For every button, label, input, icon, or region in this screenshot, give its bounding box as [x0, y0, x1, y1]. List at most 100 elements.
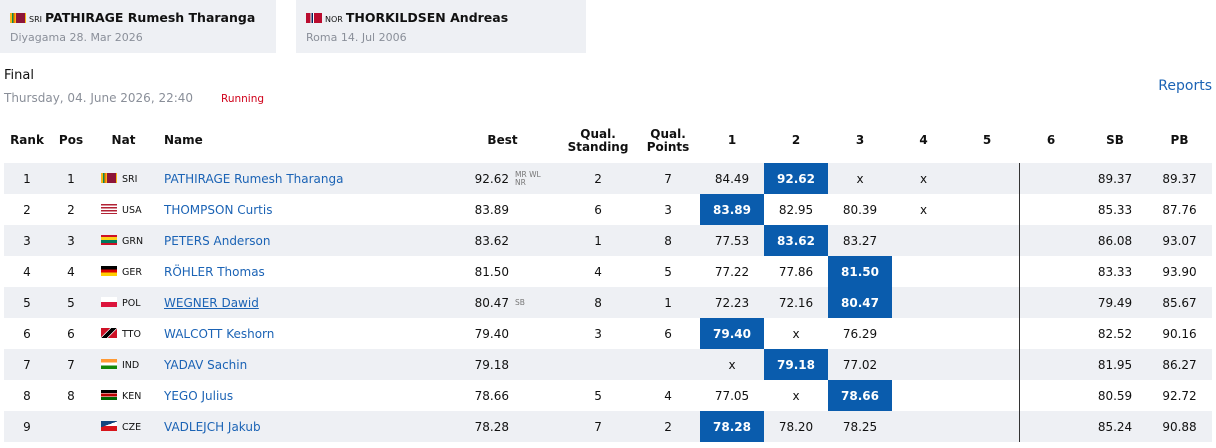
- best: 83.89: [474, 202, 509, 217]
- position: 4: [67, 264, 75, 279]
- athlete-name: THOMPSON Curtis: [155, 194, 445, 225]
- column-header: Rank: [10, 133, 44, 147]
- attempt: 83.62: [764, 225, 829, 256]
- column-header: Best: [487, 133, 518, 147]
- nat: USA: [92, 194, 155, 225]
- athlete-card[interactable]: NOR THORKILDSEN Andreas Roma 14. Jul 2006: [296, 0, 586, 53]
- nat-code: SRI: [122, 173, 138, 185]
- reports-link[interactable]: Reports: [1158, 78, 1212, 94]
- athlete-link[interactable]: WALCOTT Keshorn: [164, 326, 275, 341]
- nat: SRI: [92, 163, 155, 194]
- event-title: Final: [4, 68, 34, 83]
- result-row: 1 1 SRI PATHIRAGE Rumesh Tharanga 92.62 MR WL…: [4, 163, 1213, 194]
- qual-standing: 8: [560, 287, 637, 318]
- athlete-link[interactable]: PETERS Anderson: [164, 233, 271, 248]
- attempt: [955, 380, 1019, 411]
- athlete-name: VADLEJCH Jakub: [155, 411, 445, 442]
- attempt: [955, 194, 1019, 225]
- attempt: 82.95: [778, 202, 814, 217]
- season-best: 83.33: [1097, 264, 1133, 279]
- best: 78.66: [474, 388, 509, 403]
- attempt: [955, 318, 1019, 349]
- flag: [101, 296, 117, 307]
- column-header: Pos: [58, 133, 84, 147]
- rank: 4: [23, 264, 31, 279]
- record-marks: SB: [515, 287, 561, 318]
- nat: GER: [92, 256, 155, 287]
- season-best: 81.95: [1083, 349, 1148, 380]
- attempt: x: [792, 326, 800, 341]
- athlete-link[interactable]: YEGO Julius: [164, 388, 234, 403]
- attempt: [955, 225, 1020, 256]
- athlete-link[interactable]: RÖHLER Thomas: [164, 264, 265, 279]
- attempt: 78.28: [700, 411, 765, 442]
- result-row: 7 7 IND YADAV Sachin 79.18 x 79.18 77.02 81.95 86…: [4, 349, 1213, 380]
- rank: 5: [4, 287, 50, 318]
- athlete-link[interactable]: WEGNER Dawid: [164, 295, 259, 310]
- flag: [101, 172, 117, 183]
- best: 79.40: [474, 326, 509, 341]
- attempt: 84.49: [700, 163, 765, 194]
- attempt: [1018, 380, 1084, 411]
- position: 8: [67, 388, 75, 403]
- qual-points: 7: [636, 163, 701, 194]
- result-row: 6 6 TTO WALCOTT Keshorn 79.40 3 6 79.40 x 76.29 82…: [4, 318, 1212, 349]
- best: 92.62: [445, 163, 515, 194]
- athlete-link[interactable]: VADLEJCH Jakub: [164, 419, 261, 434]
- attempt: 80.47: [828, 287, 893, 318]
- card-detail: Diyagama 28. Mar 2026: [10, 31, 143, 44]
- season-best: 79.49: [1083, 287, 1148, 318]
- athlete-name: PATHIRAGE Rumesh Tharanga: [155, 163, 445, 194]
- athlete-link[interactable]: YADAV Sachin: [164, 357, 248, 372]
- record-marks: [515, 256, 560, 287]
- attempt: x: [700, 349, 765, 380]
- record-mark: SB: [515, 297, 525, 307]
- card-athlete: THORKILDSEN Andreas: [345, 10, 509, 25]
- rank: 9: [4, 411, 50, 442]
- position: 6: [67, 326, 75, 341]
- position: 5: [50, 287, 92, 318]
- attempt: 79.40: [700, 318, 765, 349]
- nat-code: KEN: [122, 390, 142, 402]
- qual-standing: 1: [560, 225, 637, 256]
- column-header: Nat: [111, 133, 136, 147]
- attempt: [1018, 287, 1084, 318]
- best: 80.47: [445, 287, 515, 318]
- position: 7: [50, 349, 92, 380]
- attempt: [1018, 225, 1084, 256]
- best: 83.62: [445, 225, 515, 256]
- attempt: 77.02: [828, 349, 893, 380]
- athlete-name: PETERS Anderson: [155, 225, 445, 256]
- athlete-name: YEGO Julius: [155, 380, 445, 411]
- athlete-card[interactable]: SRI PATHIRAGE Rumesh Tharanga Diyagama 28…: [0, 0, 276, 53]
- column-header: 1: [727, 133, 737, 147]
- attempt: 78.25: [828, 411, 893, 442]
- result-row: 5 5 POL WEGNER Dawid 80.47 SB 8 1 72.23 72.16 80.4…: [4, 287, 1213, 318]
- result-row: 8 8 KEN YEGO Julius 78.66 5 4 77.05 x 78.66 80.59 9…: [4, 380, 1212, 411]
- qual-standing: [560, 349, 637, 380]
- card-nat: NOR: [325, 15, 343, 24]
- athlete-link[interactable]: THOMPSON Curtis: [164, 202, 273, 217]
- result-row: 3 3 GRN PETERS Anderson 83.62 1 8 77.53 83.62 83.…: [4, 225, 1213, 256]
- record-marks: [515, 380, 560, 411]
- position: 2: [67, 202, 75, 217]
- record-marks: [515, 225, 561, 256]
- attempt: [892, 411, 956, 442]
- position: 3: [50, 225, 92, 256]
- event-status: Running: [221, 93, 265, 105]
- attempt: [1018, 411, 1084, 442]
- attempt: x: [828, 163, 893, 194]
- result-row: 2 2 USA THOMPSON Curtis 83.89 6 3 83.89 82.95 80.…: [4, 194, 1212, 225]
- nat-code: TTO: [122, 328, 141, 340]
- attempt: [892, 256, 955, 287]
- personal-best: 93.07: [1147, 225, 1213, 256]
- qual-standing: 5: [594, 388, 602, 403]
- athlete-name: WEGNER Dawid: [155, 287, 445, 318]
- record-mark: NR: [515, 177, 526, 187]
- flag: [101, 358, 117, 369]
- attempt: x: [919, 202, 928, 217]
- athlete-link[interactable]: PATHIRAGE Rumesh Tharanga: [164, 171, 344, 186]
- personal-best: 85.67: [1147, 287, 1213, 318]
- qual-points: 1: [636, 287, 701, 318]
